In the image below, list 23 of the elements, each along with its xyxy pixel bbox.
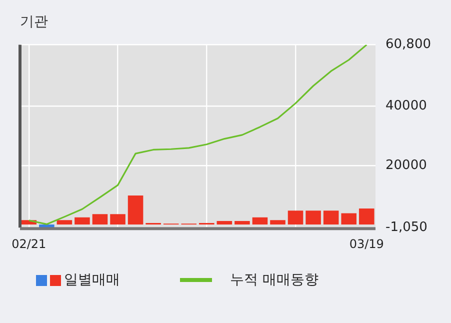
bar [74,217,90,224]
bar [358,208,374,224]
bar [270,220,286,224]
legend-label: 일별매매 [64,271,120,289]
bar [128,196,144,224]
bar [288,210,304,224]
x-tick-label: 03/19 [349,236,384,251]
bar [92,214,108,224]
chart-title: 기관 [20,14,48,30]
y-tick-label: 40000 [386,98,427,114]
y-tick-label: 60,800 [386,37,432,52]
bar [56,220,72,224]
bar [341,213,356,224]
bar [216,220,232,224]
bar [306,210,321,224]
y-tick-label: -1,050 [386,220,428,235]
bar [110,214,126,224]
bar [252,217,268,224]
y-tick-label: 20000 [386,158,427,173]
bar [234,220,250,224]
x-tick-label: 02/21 [12,236,46,251]
bar [323,210,339,224]
legend-label: 누적 매매동향 [230,271,318,289]
